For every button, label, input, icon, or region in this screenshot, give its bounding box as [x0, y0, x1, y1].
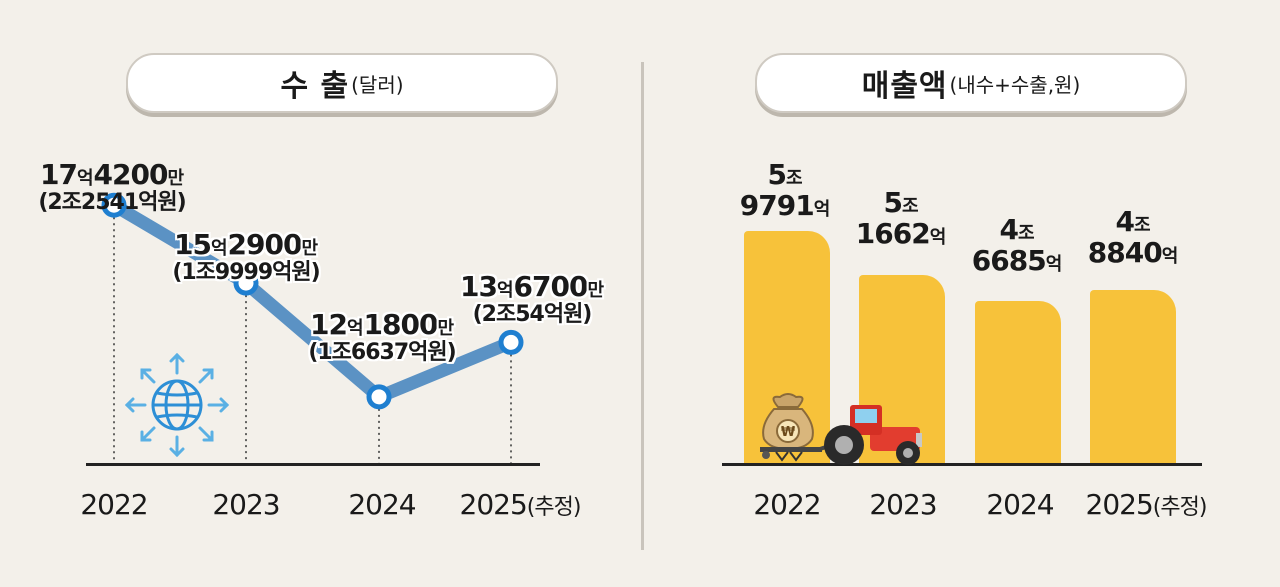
- export-x-2022: 2022: [80, 488, 148, 521]
- sales-title-unit: (내수+수출,원): [949, 72, 1081, 97]
- export-title: 수 출: [280, 69, 350, 104]
- sales-label-2023: 5조 1662억: [855, 186, 947, 250]
- sales-x-2025: 2025(추정): [1085, 488, 1208, 521]
- export-x-2023: 2023: [212, 488, 280, 521]
- sales-x-2024: 2024: [986, 488, 1054, 521]
- export-x-2025: 2025(추정): [459, 488, 582, 521]
- export-baseline: [86, 463, 540, 466]
- sales-bar-3: [1090, 289, 1176, 463]
- sales-label-2022: 5조 9791억: [739, 158, 831, 222]
- export-label-2022: 17억4200만 (2조2541억원): [38, 158, 186, 215]
- export-point-3: [498, 329, 524, 355]
- sales-title: 매출액: [861, 69, 948, 104]
- sales-label-2025: 4조 8840억: [1087, 205, 1179, 269]
- export-point-0: [101, 192, 127, 218]
- export-title-unit: (달러): [351, 72, 404, 97]
- sales-title-pill: 매출액 (내수+수출,원): [755, 53, 1187, 113]
- globe-arrows-icon: [124, 352, 230, 458]
- sales-x-2023: 2023: [869, 488, 937, 521]
- export-label-2024: 12억1800만 (1조6637억원): [308, 308, 456, 365]
- export-label-2023: 15억2900만 (1조9999억원): [172, 228, 320, 285]
- svg-text:₩: ₩: [781, 425, 796, 440]
- sales-baseline: [722, 463, 1202, 466]
- export-x-2024: 2024: [348, 488, 416, 521]
- export-line-chart: [101, 192, 524, 463]
- export-label-2025: 13억6700만 (2조54억원): [459, 270, 605, 327]
- export-point-1: [233, 270, 259, 296]
- sales-label-2024: 4조 6685억: [971, 213, 1063, 277]
- sales-x-2022: 2022: [753, 488, 821, 521]
- export-title-pill: 수 출 (달러): [126, 53, 558, 113]
- sales-bar-2: [975, 301, 1061, 463]
- panel-divider: [641, 62, 644, 550]
- money-bag-icon: ₩: [762, 393, 814, 451]
- export-series-line: [107, 198, 518, 404]
- export-point-2: [366, 384, 392, 410]
